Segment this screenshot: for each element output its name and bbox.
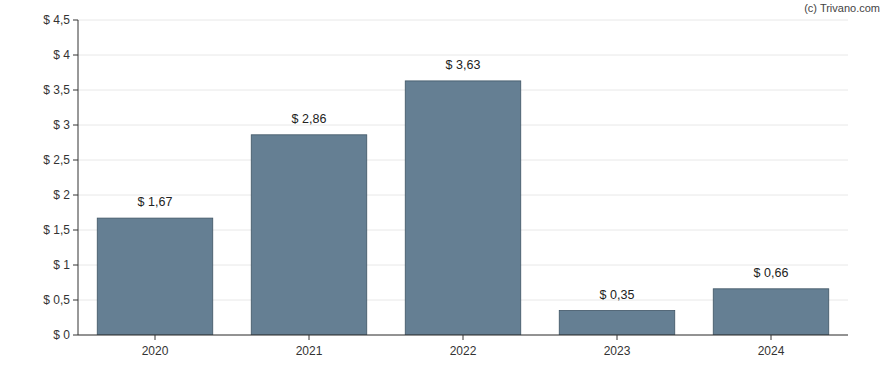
data-label: $ 1,67	[138, 195, 173, 209]
y-tick-label: $ 1,5	[43, 223, 70, 237]
y-tick	[73, 335, 78, 336]
chart: $ 0 $ 0,5 $ 1 $ 1,5 $ 2 $ 2,5 $ 3 $ 3,5 $ 4 $ 4,5…	[0, 0, 888, 370]
bars	[97, 81, 829, 335]
y-tick-label: $ 3	[53, 118, 70, 132]
y-tick	[73, 20, 78, 21]
bar	[559, 311, 675, 336]
y-tick-label: $ 2	[53, 188, 70, 202]
y-tick	[73, 195, 78, 196]
x-tick-label: 2021	[296, 344, 323, 358]
grid-line	[78, 20, 848, 21]
x-tick	[771, 335, 772, 340]
y-tick	[73, 230, 78, 231]
grid-line	[78, 55, 848, 56]
y-tick	[73, 160, 78, 161]
data-label: $ 3,63	[446, 58, 481, 72]
bar	[713, 289, 829, 335]
x-tick	[155, 335, 156, 340]
bar	[97, 218, 213, 335]
y-tick-label: $ 0,5	[43, 293, 70, 307]
x-tick	[617, 335, 618, 340]
y-tick-label: $ 4,5	[43, 13, 70, 27]
y-tick-label: $ 0	[53, 328, 70, 342]
x-tick-label: 2024	[758, 344, 785, 358]
y-tick-label: $ 3,5	[43, 83, 70, 97]
x-tick	[463, 335, 464, 340]
x-tick-label: 2022	[450, 344, 477, 358]
y-tick	[73, 125, 78, 126]
data-label: $ 0,35	[600, 288, 635, 302]
x-tick	[309, 335, 310, 340]
bar	[251, 135, 367, 335]
x-tick-label: 2023	[604, 344, 631, 358]
y-tick	[73, 300, 78, 301]
y-tick	[73, 265, 78, 266]
y-tick	[73, 55, 78, 56]
annotation: (c) Trivano.com	[804, 2, 880, 14]
y-tick-label: $ 4	[53, 48, 70, 62]
y-tick-label: $ 2,5	[43, 153, 70, 167]
data-label: $ 2,86	[292, 112, 327, 126]
y-axis	[78, 20, 79, 335]
chart-container: $ 0 $ 0,5 $ 1 $ 1,5 $ 2 $ 2,5 $ 3 $ 3,5 $ 4 $ 4,5…	[0, 0, 888, 370]
x-tick-label: 2020	[142, 344, 169, 358]
y-tick	[73, 90, 78, 91]
bar	[405, 81, 521, 335]
y-tick-label: $ 1	[53, 258, 70, 272]
data-label: $ 0,66	[754, 266, 789, 280]
